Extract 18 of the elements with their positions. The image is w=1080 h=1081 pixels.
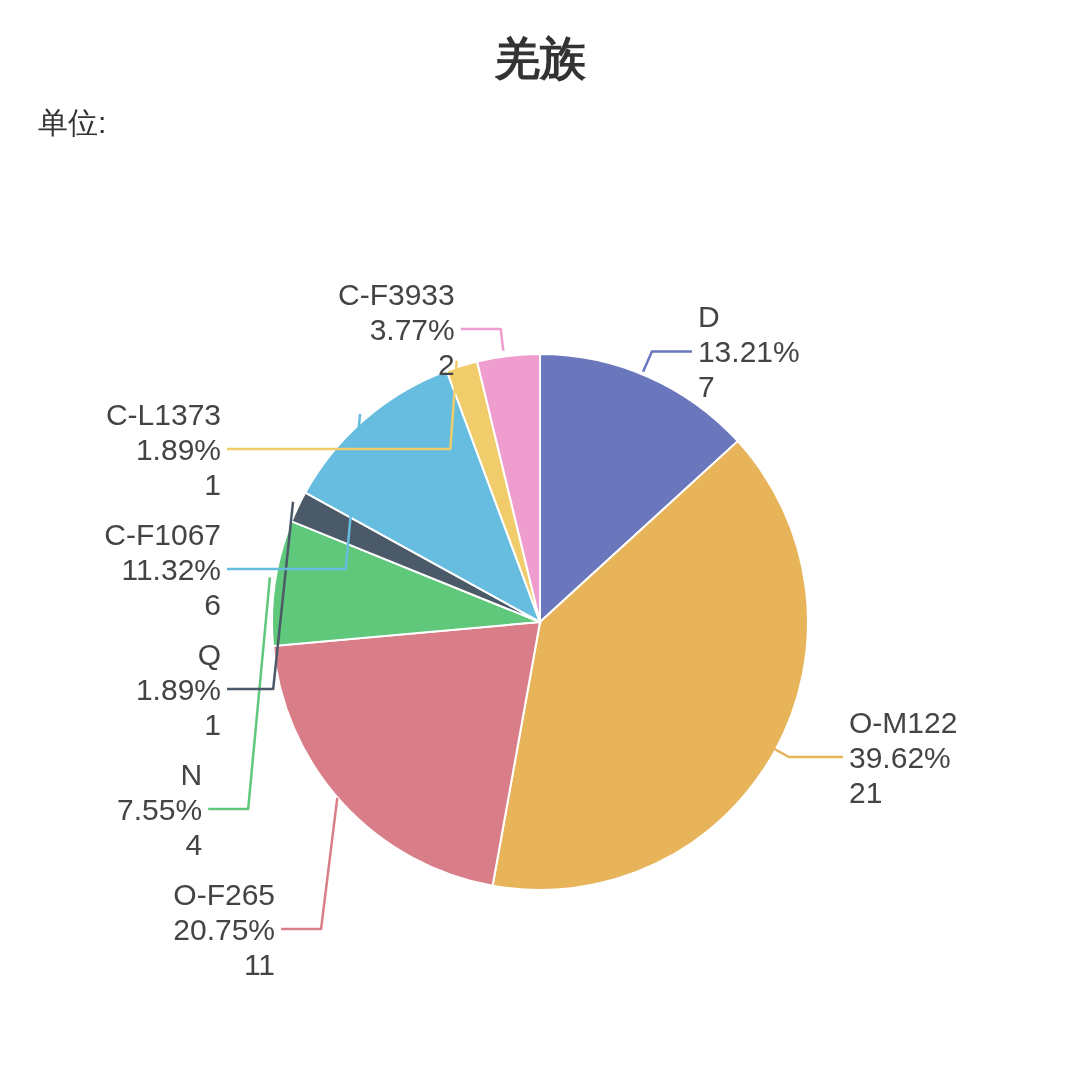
slice-label: D xyxy=(697,300,720,334)
slice-label: O-M122 xyxy=(849,705,958,739)
slice-label: C-L1373 xyxy=(105,397,221,431)
data-label: 20.75% 11 xyxy=(173,912,276,981)
chart-title: 羌族 xyxy=(493,31,587,86)
data-label: 3.77% 2 xyxy=(369,312,455,381)
data-label: 11.32% 6 xyxy=(121,552,221,621)
text: 单位: xyxy=(38,105,107,141)
data-label: 7.55% 4 xyxy=(117,792,203,861)
data-label: 1.89% 1 xyxy=(135,432,221,501)
data-label: 13.21% 7 xyxy=(697,335,800,404)
slice-label: N xyxy=(180,757,203,791)
slice-label: C-F3933 xyxy=(338,277,455,311)
slice-label: Q xyxy=(197,637,221,671)
slice-label: C-F1067 xyxy=(104,517,221,551)
data-label: 39.62% 21 xyxy=(849,740,951,809)
data-label: 1.89% 1 xyxy=(135,672,221,741)
slice-label: O-F265 xyxy=(173,877,276,911)
